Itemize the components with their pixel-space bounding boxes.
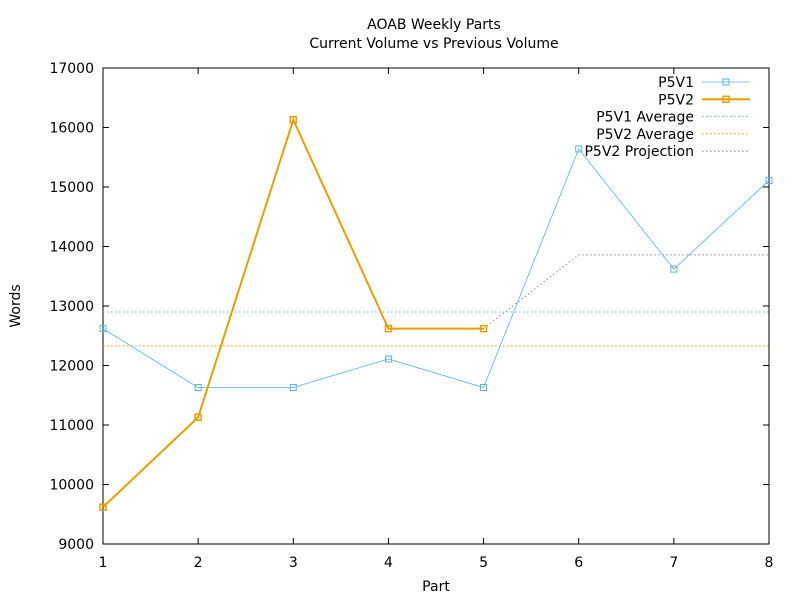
chart-title: AOAB Weekly Parts — [367, 17, 501, 33]
data-point-p5v2 — [99, 503, 107, 511]
y-tick-label: 9000 — [58, 537, 94, 553]
y-tick-label: 10000 — [49, 478, 94, 494]
legend-label-p5v1-average: P5V1 Average — [596, 110, 694, 126]
data-point-p5v1 — [384, 355, 392, 363]
x-tick-label: 4 — [384, 555, 393, 571]
legend-label-p5v2-projection: P5V2 Projection — [584, 144, 694, 160]
legend-marker-p5v2 — [722, 95, 730, 104]
series-layer — [99, 116, 773, 511]
data-point-p5v2 — [479, 324, 488, 333]
y-tick-label: 13000 — [49, 299, 94, 315]
data-point-p5v1 — [194, 384, 202, 392]
axis-ticks: 9000 10000 11000 12000 13000 14000 15000 16000 1… — [49, 61, 773, 571]
y-tick-label: 11000 — [49, 418, 94, 434]
y-tick-label: 12000 — [49, 359, 94, 375]
data-point-p5v2 — [384, 324, 393, 333]
x-tick-label: 6 — [574, 555, 583, 571]
legend-marker-p5v1 — [722, 78, 730, 86]
legend-label-p5v2-average: P5V2 Average — [596, 127, 694, 143]
x-tick-label: 5 — [479, 555, 488, 571]
chart-subtitle: Current Volume vs Previous Volume — [309, 36, 558, 52]
series-line-p5v2 — [102, 116, 484, 508]
x-axis-label: Part — [422, 579, 450, 595]
data-point-p5v1 — [289, 384, 297, 392]
y-tick-label: 14000 — [49, 240, 94, 256]
data-point-p5v1 — [99, 325, 107, 333]
data-point-p5v1 — [575, 145, 583, 153]
data-point-p5v1 — [765, 176, 773, 184]
x-tick-label: 1 — [99, 555, 108, 571]
x-tick-label: 2 — [194, 555, 203, 571]
series-line-p5v2-projection — [483, 254, 769, 330]
legend-label-p5v1: P5V1 — [658, 75, 694, 91]
x-tick-label: 8 — [765, 555, 774, 571]
data-point-p5v2 — [194, 413, 202, 422]
data-point-p5v2 — [289, 116, 298, 124]
data-point-p5v1 — [670, 265, 678, 273]
data-point-p5v1 — [480, 384, 488, 392]
y-axis-label: Words — [8, 284, 24, 327]
x-tick-label: 3 — [289, 555, 298, 571]
series-line-p5v1 — [102, 148, 770, 389]
legend-label-p5v2: P5V2 — [658, 92, 694, 108]
y-tick-label: 15000 — [49, 180, 94, 196]
y-tick-label: 16000 — [49, 121, 94, 137]
y-tick-label: 17000 — [49, 61, 94, 77]
x-tick-label: 7 — [669, 555, 678, 571]
